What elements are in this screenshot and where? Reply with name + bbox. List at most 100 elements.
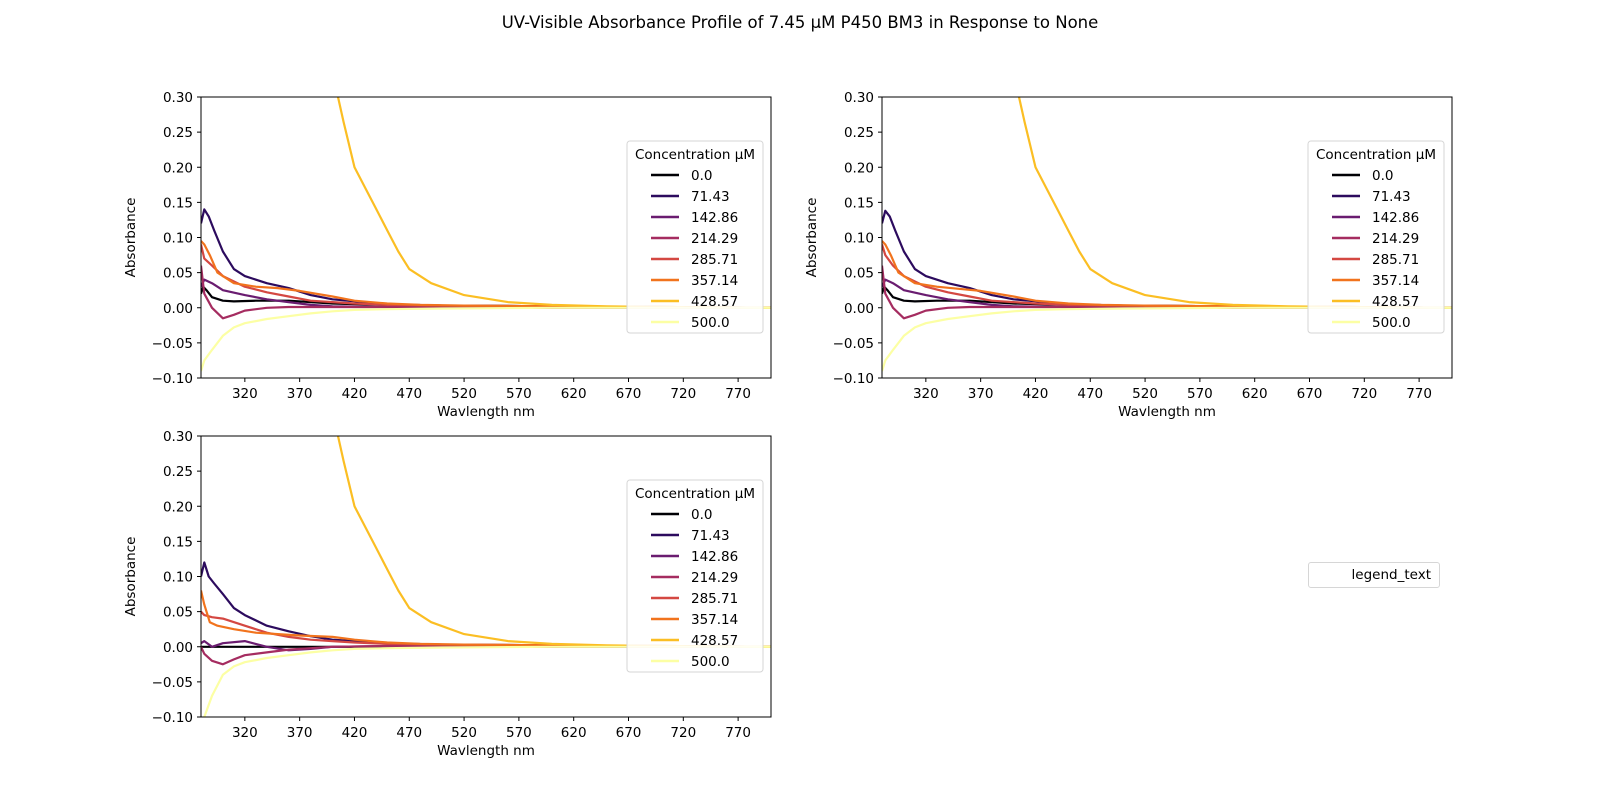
- y-tick-label: 0.00: [163, 640, 193, 656]
- legend-entry-label: 71.43: [1372, 189, 1411, 205]
- x-tick-label: 420: [342, 386, 368, 402]
- y-axis-label: Absorbance: [804, 198, 820, 278]
- series-line-7: [336, 97, 771, 309]
- y-tick-label: 0.25: [163, 125, 193, 141]
- y-tick-label: 0.30: [163, 429, 193, 445]
- x-axis-label: Wavlength nm: [1118, 404, 1216, 420]
- x-axis-label: Wavlength nm: [437, 743, 535, 759]
- legend-entry-label: 142.86: [691, 549, 738, 565]
- x-tick-label: 570: [1187, 386, 1213, 402]
- series-line-7: [1017, 97, 1452, 309]
- legend-entry-label: 71.43: [691, 189, 730, 205]
- y-tick-label: 0.20: [163, 499, 193, 515]
- y-axis-label: Absorbance: [123, 537, 139, 617]
- y-tick-label: 0.10: [163, 231, 193, 247]
- legend-entry-label: 71.43: [691, 528, 730, 544]
- legend-entry-label: 142.86: [691, 210, 738, 226]
- x-tick-label: 720: [670, 725, 696, 741]
- empty-legend-box: legend_text: [1308, 562, 1440, 588]
- legend-entry-label: 285.71: [1372, 252, 1419, 268]
- x-tick-label: 670: [616, 725, 642, 741]
- y-tick-label: 0.20: [844, 160, 874, 176]
- legend-title: Concentration µM: [635, 486, 755, 502]
- plot-lines: [882, 97, 1452, 372]
- legend-entry-label: 0.0: [1372, 168, 1393, 184]
- legend-box: [626, 140, 764, 334]
- series-line-6: [882, 240, 1452, 309]
- legend-box: [1307, 140, 1445, 334]
- legend-entry-label: 0.0: [691, 168, 712, 184]
- legend: Concentration µM 0.0 71.43 142.86 214.29 285.…: [1307, 140, 1445, 334]
- series-line-8: [882, 306, 1452, 372]
- x-tick-label: 770: [1406, 386, 1432, 402]
- x-tick-label: 320: [232, 386, 258, 402]
- legend-entry-label: 357.14: [691, 273, 738, 289]
- x-tick-label: 470: [1077, 386, 1103, 402]
- legend-entry-label: 357.14: [691, 612, 738, 628]
- y-tick-label: −0.05: [152, 336, 193, 352]
- y-tick-label: −0.10: [833, 371, 874, 387]
- series-line-8: [203, 645, 771, 717]
- x-tick-label: 520: [1132, 386, 1158, 402]
- legend-entry-label: 214.29: [691, 570, 738, 586]
- y-tick-label: 0.25: [163, 464, 193, 480]
- y-tick-label: 0.25: [844, 125, 874, 141]
- x-tick-label: 570: [506, 725, 532, 741]
- x-axis-label: Wavlength nm: [437, 404, 535, 420]
- series-line-8: [201, 306, 771, 372]
- legend-title: Concentration µM: [1316, 147, 1436, 163]
- x-tick-label: 720: [1351, 386, 1377, 402]
- series-line-7: [336, 436, 771, 648]
- x-tick-label: 620: [1242, 386, 1268, 402]
- legend-entry-label: 214.29: [691, 231, 738, 247]
- legend-entry-label: 214.29: [1372, 231, 1419, 247]
- x-tick-label: 620: [561, 386, 587, 402]
- y-tick-label: −0.10: [152, 371, 193, 387]
- x-tick-label: 620: [561, 725, 587, 741]
- y-axis-label: Absorbance: [123, 198, 139, 278]
- y-tick-label: 0.30: [163, 90, 193, 106]
- legend-entry-label: 500.0: [1372, 315, 1411, 331]
- x-tick-label: 370: [287, 725, 313, 741]
- x-tick-label: 470: [396, 725, 422, 741]
- x-tick-label: 470: [396, 386, 422, 402]
- x-tick-label: 420: [1023, 386, 1049, 402]
- chart-panel-3: 320 370 420 470 520 570 620 670 720 770 −0.10 −0.05…: [123, 429, 772, 759]
- figure-title: UV-Visible Absorbance Profile of 7.45 µM…: [501, 13, 1099, 32]
- x-tick-label: 520: [451, 386, 477, 402]
- x-tick-label: 770: [725, 725, 751, 741]
- legend-entry-label: 428.57: [691, 294, 738, 310]
- y-tick-label: 0.00: [844, 301, 874, 317]
- legend: Concentration µM 0.0 71.43 142.86 214.29 285.…: [626, 140, 764, 334]
- legend-entry-label: 428.57: [691, 633, 738, 649]
- y-tick-label: 0.05: [163, 266, 193, 282]
- plot-lines: [201, 97, 771, 372]
- y-tick-label: 0.05: [163, 605, 193, 621]
- chart-panel-2: 320 370 420 470 520 570 620 670 720 770 −0.10 −0.05…: [804, 90, 1453, 420]
- x-tick-label: 770: [725, 386, 751, 402]
- x-tick-label: 670: [1297, 386, 1323, 402]
- legend-entry-label: 357.14: [1372, 273, 1419, 289]
- series-line-6: [201, 590, 771, 648]
- x-tick-label: 320: [232, 725, 258, 741]
- y-tick-label: −0.05: [833, 336, 874, 352]
- y-tick-label: 0.10: [844, 231, 874, 247]
- legend-entry-label: 500.0: [691, 654, 730, 670]
- y-tick-label: 0.15: [163, 534, 193, 550]
- y-tick-label: 0.15: [163, 195, 193, 211]
- x-tick-label: 670: [616, 386, 642, 402]
- legend-entry-label: 0.0: [691, 507, 712, 523]
- series-line-6: [201, 240, 771, 309]
- y-tick-label: −0.05: [152, 675, 193, 691]
- legend-title: Concentration µM: [635, 147, 755, 163]
- y-tick-label: 0.10: [163, 570, 193, 586]
- y-tick-label: 0.30: [844, 90, 874, 106]
- y-tick-label: 0.15: [844, 195, 874, 211]
- y-tick-label: 0.00: [163, 301, 193, 317]
- legend-entry-label: 285.71: [691, 252, 738, 268]
- x-tick-label: 370: [287, 386, 313, 402]
- empty-legend-label: legend_text: [1351, 567, 1431, 583]
- y-tick-label: 0.05: [844, 266, 874, 282]
- x-tick-label: 520: [451, 725, 477, 741]
